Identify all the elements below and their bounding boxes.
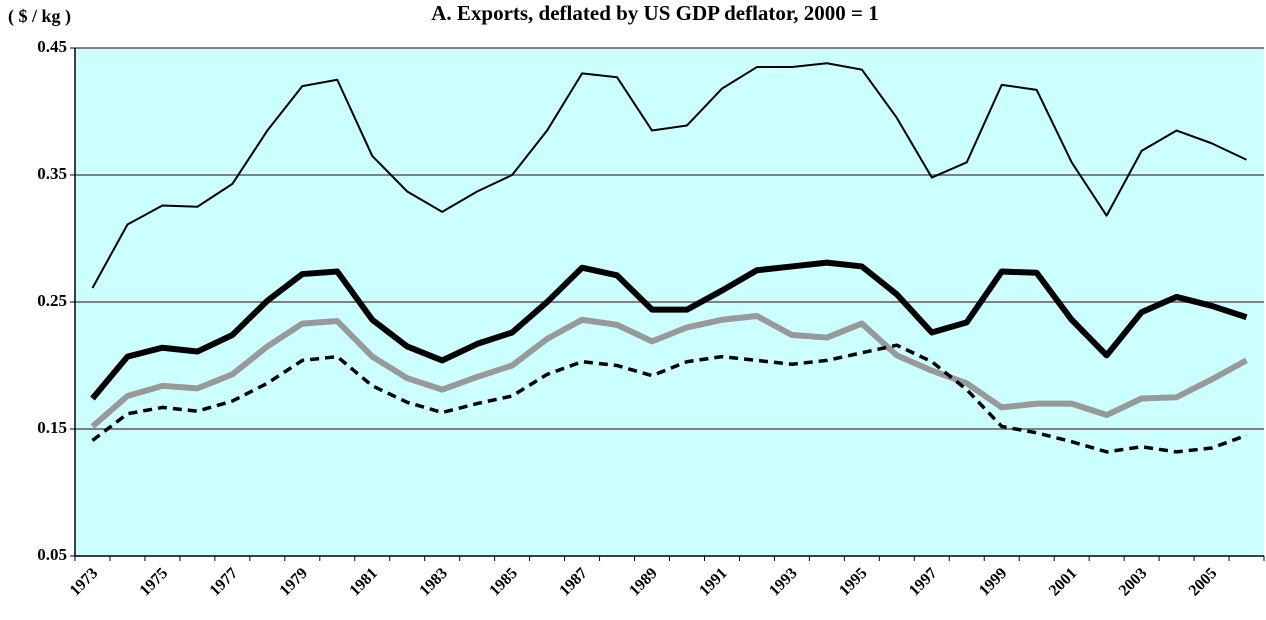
x-tick-label: 1981 <box>346 565 381 600</box>
y-tick-label: 0.15 <box>37 418 67 437</box>
series-line <box>90 259 1248 401</box>
x-tick-label: 2001 <box>1046 565 1081 600</box>
chart-title: A. Exports, deflated by US GDP deflator,… <box>431 1 879 25</box>
x-tick-label: 1993 <box>766 565 801 600</box>
x-tick-label: 1973 <box>67 565 102 600</box>
y-axis-label: ( $ / kg ) <box>8 6 71 27</box>
y-tick-label: 0.05 <box>37 545 67 564</box>
x-tick-label: 1987 <box>556 565 591 600</box>
x-tick-label: 1989 <box>626 565 661 600</box>
x-tick-label: 1977 <box>207 565 242 600</box>
series-line <box>91 343 1248 454</box>
x-tick-label: 1999 <box>976 565 1011 600</box>
series-line <box>91 62 1247 289</box>
x-tick-label: 2003 <box>1116 565 1151 600</box>
x-tick-label: 1995 <box>836 565 871 600</box>
y-tick-label: 0.35 <box>37 164 67 183</box>
x-tick-label: 1975 <box>137 565 172 600</box>
x-tick-label: 1979 <box>276 565 311 600</box>
y-tick-label: 0.45 <box>37 37 67 56</box>
x-tick-label: 1997 <box>906 565 941 600</box>
y-tick-label: 0.25 <box>37 291 67 310</box>
series-line <box>90 312 1248 429</box>
x-tick-label: 2005 <box>1186 565 1221 600</box>
x-tick-label: 1991 <box>696 565 731 600</box>
x-tick-label: 1983 <box>416 565 451 600</box>
x-tick-label: 1985 <box>486 565 521 600</box>
